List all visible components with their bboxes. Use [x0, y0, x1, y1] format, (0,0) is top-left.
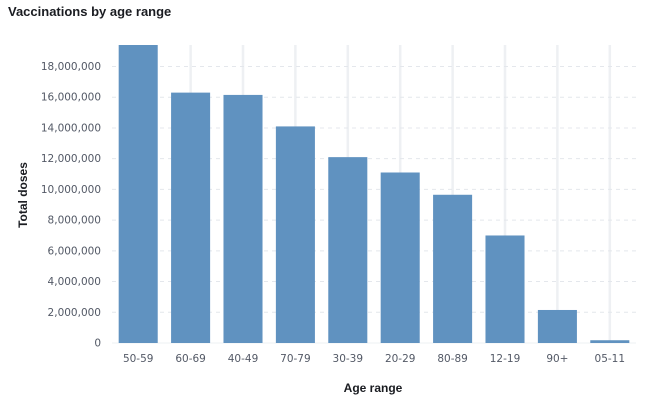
bars: [118, 45, 630, 343]
bar: [590, 340, 630, 343]
y-axis-ticks: 0 2,000,000 4,000,000 6,000,000 8,000,000 10,…: [41, 61, 101, 349]
bar: [223, 94, 263, 343]
y-tick-label: 4,000,000: [48, 276, 101, 288]
bar: [118, 45, 158, 343]
x-tick-label: 60-69: [175, 353, 206, 365]
x-tick-label: 90+: [546, 353, 568, 365]
x-tick-label: 50-59: [123, 353, 154, 365]
y-tick-label: 0: [94, 338, 101, 350]
bar: [171, 92, 211, 343]
y-axis-title: Total doses: [16, 162, 30, 228]
x-tick-label: 70-79: [280, 353, 311, 365]
x-axis-ticks: 50-59 60-69 40-49 70-79 30-39 20-29 80-89 12-19…: [123, 353, 625, 365]
x-tick-label: 30-39: [333, 353, 364, 365]
x-axis-title: Age range: [344, 381, 403, 395]
bar: [380, 172, 420, 343]
bar: [537, 309, 577, 343]
x-tick-label: 05-11: [595, 353, 626, 365]
x-tick-label: 12-19: [490, 353, 521, 365]
y-tick-label: 2,000,000: [48, 307, 101, 319]
chart-title: Vaccinations by age range: [8, 4, 172, 19]
bar: [433, 194, 473, 343]
x-tick-label: 20-29: [385, 353, 416, 365]
y-tick-label: 16,000,000: [41, 92, 101, 104]
bar: [485, 235, 525, 343]
bar: [328, 157, 368, 343]
y-tick-label: 18,000,000: [41, 61, 101, 73]
y-tick-label: 6,000,000: [48, 245, 101, 257]
x-tick-label: 40-49: [228, 353, 259, 365]
y-tick-label: 8,000,000: [48, 215, 101, 227]
bar: [275, 126, 315, 343]
y-tick-label: 10,000,000: [41, 184, 101, 196]
x-tick-label: 80-89: [437, 353, 468, 365]
y-tick-label: 14,000,000: [41, 122, 101, 134]
y-tick-label: 12,000,000: [41, 153, 101, 165]
